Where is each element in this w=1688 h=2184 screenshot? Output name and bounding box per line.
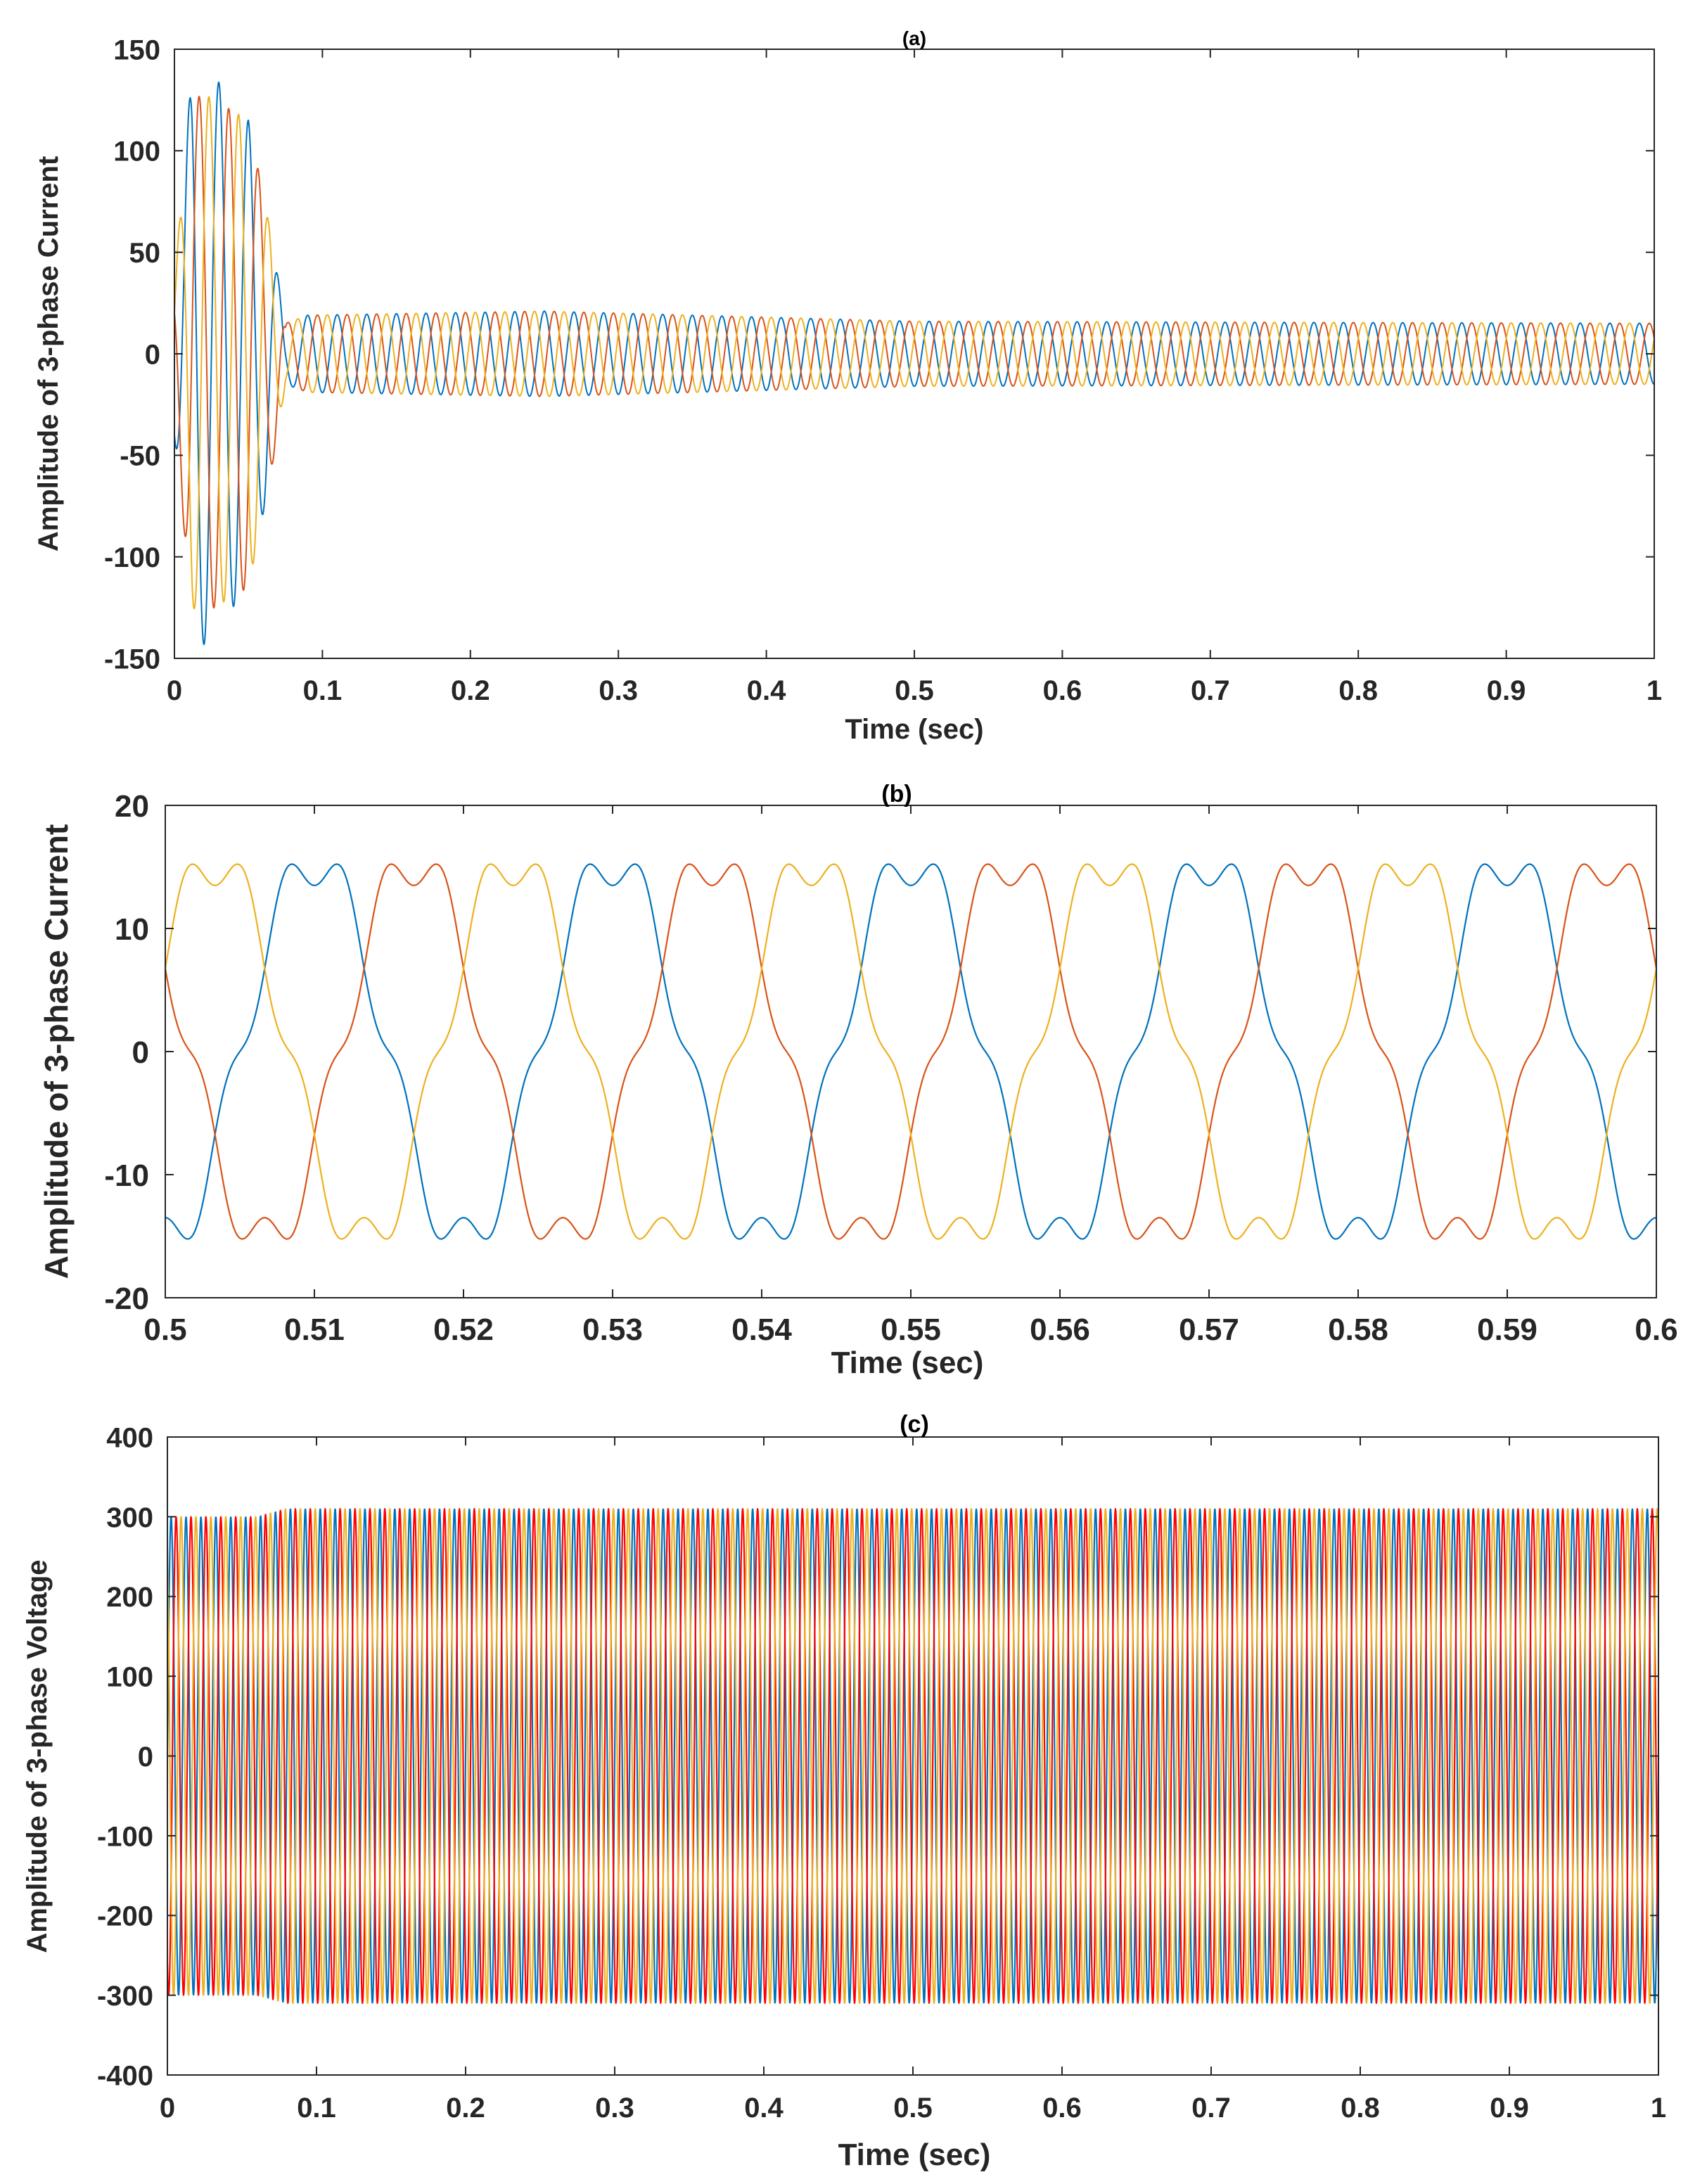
y-tick-label-c: 400 (106, 1422, 153, 1453)
x-tick-label-a: 1 (1647, 675, 1662, 706)
x-tick-label-b: 0.6 (1635, 1313, 1677, 1347)
y-tick-label-a: -150 (104, 644, 160, 675)
plot-area-b (165, 805, 1656, 1298)
y-tick-label-c: -200 (97, 1901, 153, 1932)
x-axis-label-b: Time (sec) (831, 1346, 984, 1380)
y-tick-label-c: 200 (106, 1582, 153, 1613)
panel-a: 0 0.1 0.2 0.3 0.4 0.5 0.6 0.7 0.8 0.9 1 150 100 50 0 -5… (33, 27, 1662, 745)
x-tick-label-c: 0.1 (297, 2093, 336, 2124)
x-tick-label-c: 0.2 (446, 2093, 485, 2124)
ticks-layer-c: 0 0.1 0.2 0.3 0.4 0.5 0.6 0.7 0.8 0.9 1 400 300 200 10… (97, 1422, 1666, 2124)
x-tick-label-c: 0.4 (744, 2093, 784, 2124)
x-tick-label-b: 0.57 (1179, 1313, 1239, 1347)
x-tick-label-a: 0.4 (747, 675, 786, 706)
panel-title-a: (a) (902, 27, 926, 49)
x-tick-label-c: 1 (1651, 2093, 1666, 2124)
y-axis-label-b: Amplitude of 3-phase Current (38, 824, 75, 1279)
x-tick-label-c: 0.3 (595, 2093, 634, 2124)
x-tick-label-a: 0.5 (895, 675, 934, 706)
x-tick-label-b: 0.55 (881, 1313, 941, 1347)
y-tick-label-a: 50 (129, 238, 161, 269)
y-tick-label-a: -50 (120, 441, 160, 472)
x-tick-label-b: 0.53 (582, 1313, 643, 1347)
x-tick-label-c: 0.8 (1341, 2093, 1380, 2124)
y-tick-label-c: -300 (97, 1981, 153, 2012)
series-layer-a (174, 81, 1655, 646)
y-tick-label-b: 10 (115, 912, 149, 947)
x-tick-label-a: 0.7 (1191, 675, 1230, 706)
x-tick-label-b: 0.54 (731, 1313, 792, 1347)
x-tick-label-a: 0.6 (1043, 675, 1082, 706)
series-b-phase-3 (164, 863, 1658, 1240)
x-tick-label-c: 0.5 (893, 2093, 933, 2124)
x-tick-label-c: 0.6 (1042, 2093, 1082, 2124)
ticks-layer-b: 0.5 0.51 0.52 0.53 0.54 0.55 0.56 0.57 0.58 0.59 0… (104, 789, 1677, 1347)
x-tick-label-b: 0.51 (284, 1313, 345, 1347)
y-tick-label-a: -100 (104, 542, 160, 573)
x-tick-label-b: 0.58 (1328, 1313, 1388, 1347)
x-tick-label-a: 0 (167, 675, 182, 706)
y-axis-label-c: Amplitude of 3-phase Voltage (22, 1559, 53, 1953)
panel-b: 0.5 0.51 0.52 0.53 0.54 0.55 0.56 0.57 0.58 0.59 0… (38, 781, 1678, 1380)
x-tick-label-b: 0.52 (433, 1313, 494, 1347)
series-c-phase-2 (166, 1508, 1660, 2004)
y-tick-label-c: 300 (106, 1502, 153, 1533)
panel-title-c: (c) (900, 1411, 929, 1438)
x-tick-label-b: 0.56 (1030, 1313, 1090, 1347)
y-tick-label-c: 0 (138, 1742, 153, 1773)
y-tick-label-b: 20 (115, 789, 149, 824)
x-tick-label-b: 0.5 (143, 1313, 186, 1347)
y-tick-label-b: 0 (132, 1035, 149, 1070)
y-tick-label-c: -100 (97, 1821, 153, 1852)
x-tick-label-c: 0 (160, 2093, 175, 2124)
x-tick-label-c: 0.9 (1490, 2093, 1529, 2124)
y-tick-label-a: 0 (145, 339, 160, 370)
x-tick-label-a: 0.8 (1338, 675, 1378, 706)
x-tick-label-b: 0.59 (1477, 1313, 1537, 1347)
series-c-phase-3 (166, 1508, 1660, 2004)
y-tick-label-b: -10 (104, 1158, 149, 1193)
x-tick-label-a: 0.3 (599, 675, 638, 706)
y-tick-label-c: 100 (106, 1662, 153, 1693)
x-axis-label-a: Time (sec) (845, 714, 983, 745)
y-tick-label-b: -20 (104, 1282, 149, 1316)
y-tick-label-c: -400 (97, 2060, 153, 2091)
series-layer-b (164, 863, 1658, 1240)
y-axis-label-a: Amplitude of 3-phase Current (33, 156, 64, 551)
x-tick-label-c: 0.7 (1191, 2093, 1231, 2124)
series-a-phase-3 (174, 96, 1655, 610)
panel-title-b: (b) (881, 781, 912, 807)
y-tick-label-a: 100 (113, 136, 160, 167)
x-tick-label-a: 0.9 (1487, 675, 1526, 706)
x-tick-label-a: 0.2 (451, 675, 490, 706)
plot-area-a (174, 49, 1654, 658)
x-tick-label-a: 0.1 (303, 675, 343, 706)
series-layer-c (166, 1508, 1660, 2004)
ticks-layer-a: 0 0.1 0.2 0.3 0.4 0.5 0.6 0.7 0.8 0.9 1 150 100 50 0 -5… (104, 34, 1662, 706)
y-tick-label-a: 150 (113, 34, 160, 65)
series-c-phase-1 (166, 1508, 1660, 2004)
x-axis-label-c: Time (sec) (838, 2138, 991, 2172)
panel-c: 0 0.1 0.2 0.3 0.4 0.5 0.6 0.7 0.8 0.9 1 400 300 200 10… (22, 1411, 1666, 2172)
